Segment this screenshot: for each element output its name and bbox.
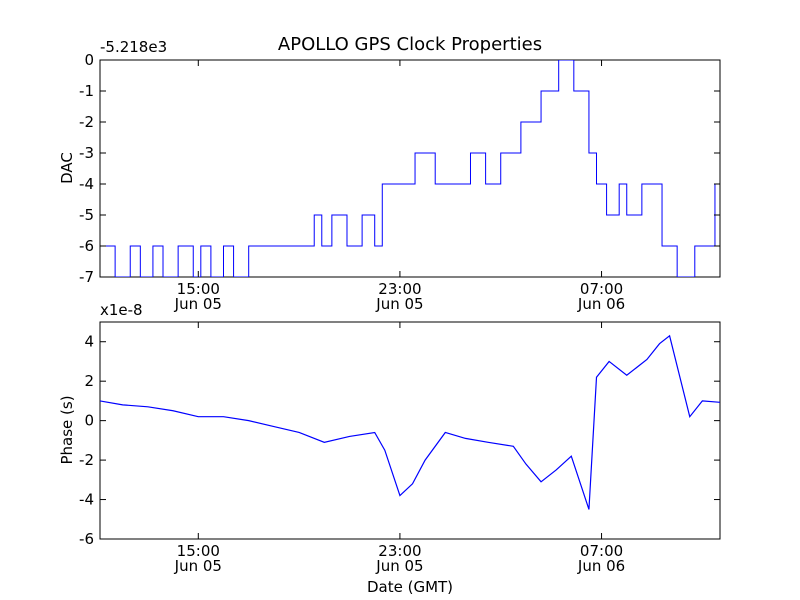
phase-xtick-date-label: Jun 05 — [174, 557, 222, 575]
dac-xtick-date-label: Jun 05 — [174, 295, 222, 313]
phase-ytick-label: -4 — [79, 491, 94, 509]
phase-ytick-label: 4 — [84, 333, 94, 351]
phase-xtick-time-label: 15:00 — [177, 542, 220, 560]
dac-ytick-label: -1 — [79, 82, 94, 100]
chart-title: APOLLO GPS Clock Properties — [278, 34, 542, 55]
dac-ytick-label: -6 — [79, 237, 94, 255]
dac-ytick-label: 0 — [84, 51, 94, 69]
dac-ytick-label: -2 — [79, 113, 94, 131]
dac-ytick-label: -3 — [79, 144, 94, 162]
dac-xtick-date-label: Jun 05 — [375, 295, 423, 313]
dac-offset-label: -5.218e3 — [100, 38, 167, 56]
phase-series-line — [100, 334, 720, 510]
x-axis-label: Date (GMT) — [367, 578, 453, 596]
dac-plot-frame — [99, 59, 721, 278]
phase-y-axis-label: Phase (s) — [58, 395, 76, 464]
phase-xtick-date-label: Jun 05 — [375, 557, 423, 575]
dac-ytick-label: -7 — [79, 268, 94, 286]
phase-offset-label: x1e-8 — [100, 301, 143, 319]
dac-series-line — [100, 60, 720, 277]
phase-xtick-time-label: 23:00 — [378, 542, 421, 560]
dac-xtick-date-label: Jun 06 — [577, 295, 625, 313]
dac-ytick-label: -5 — [79, 206, 94, 224]
phase-ytick-label: 2 — [84, 372, 94, 390]
phase-ytick-label: -6 — [79, 530, 94, 548]
phase-ytick-label: 0 — [84, 412, 94, 430]
phase-xtick-time-label: 07:00 — [580, 542, 623, 560]
dac-xtick-time-label: 15:00 — [177, 280, 220, 298]
dac-y-axis-label: DAC — [58, 152, 76, 184]
phase-ytick-label: -2 — [79, 451, 94, 469]
phase-xtick-date-label: Jun 06 — [577, 557, 625, 575]
dac-xtick-time-label: 23:00 — [378, 280, 421, 298]
dac-ytick-label: -4 — [79, 175, 94, 193]
phase-plot-frame — [99, 321, 721, 540]
dac-xtick-time-label: 07:00 — [580, 280, 623, 298]
